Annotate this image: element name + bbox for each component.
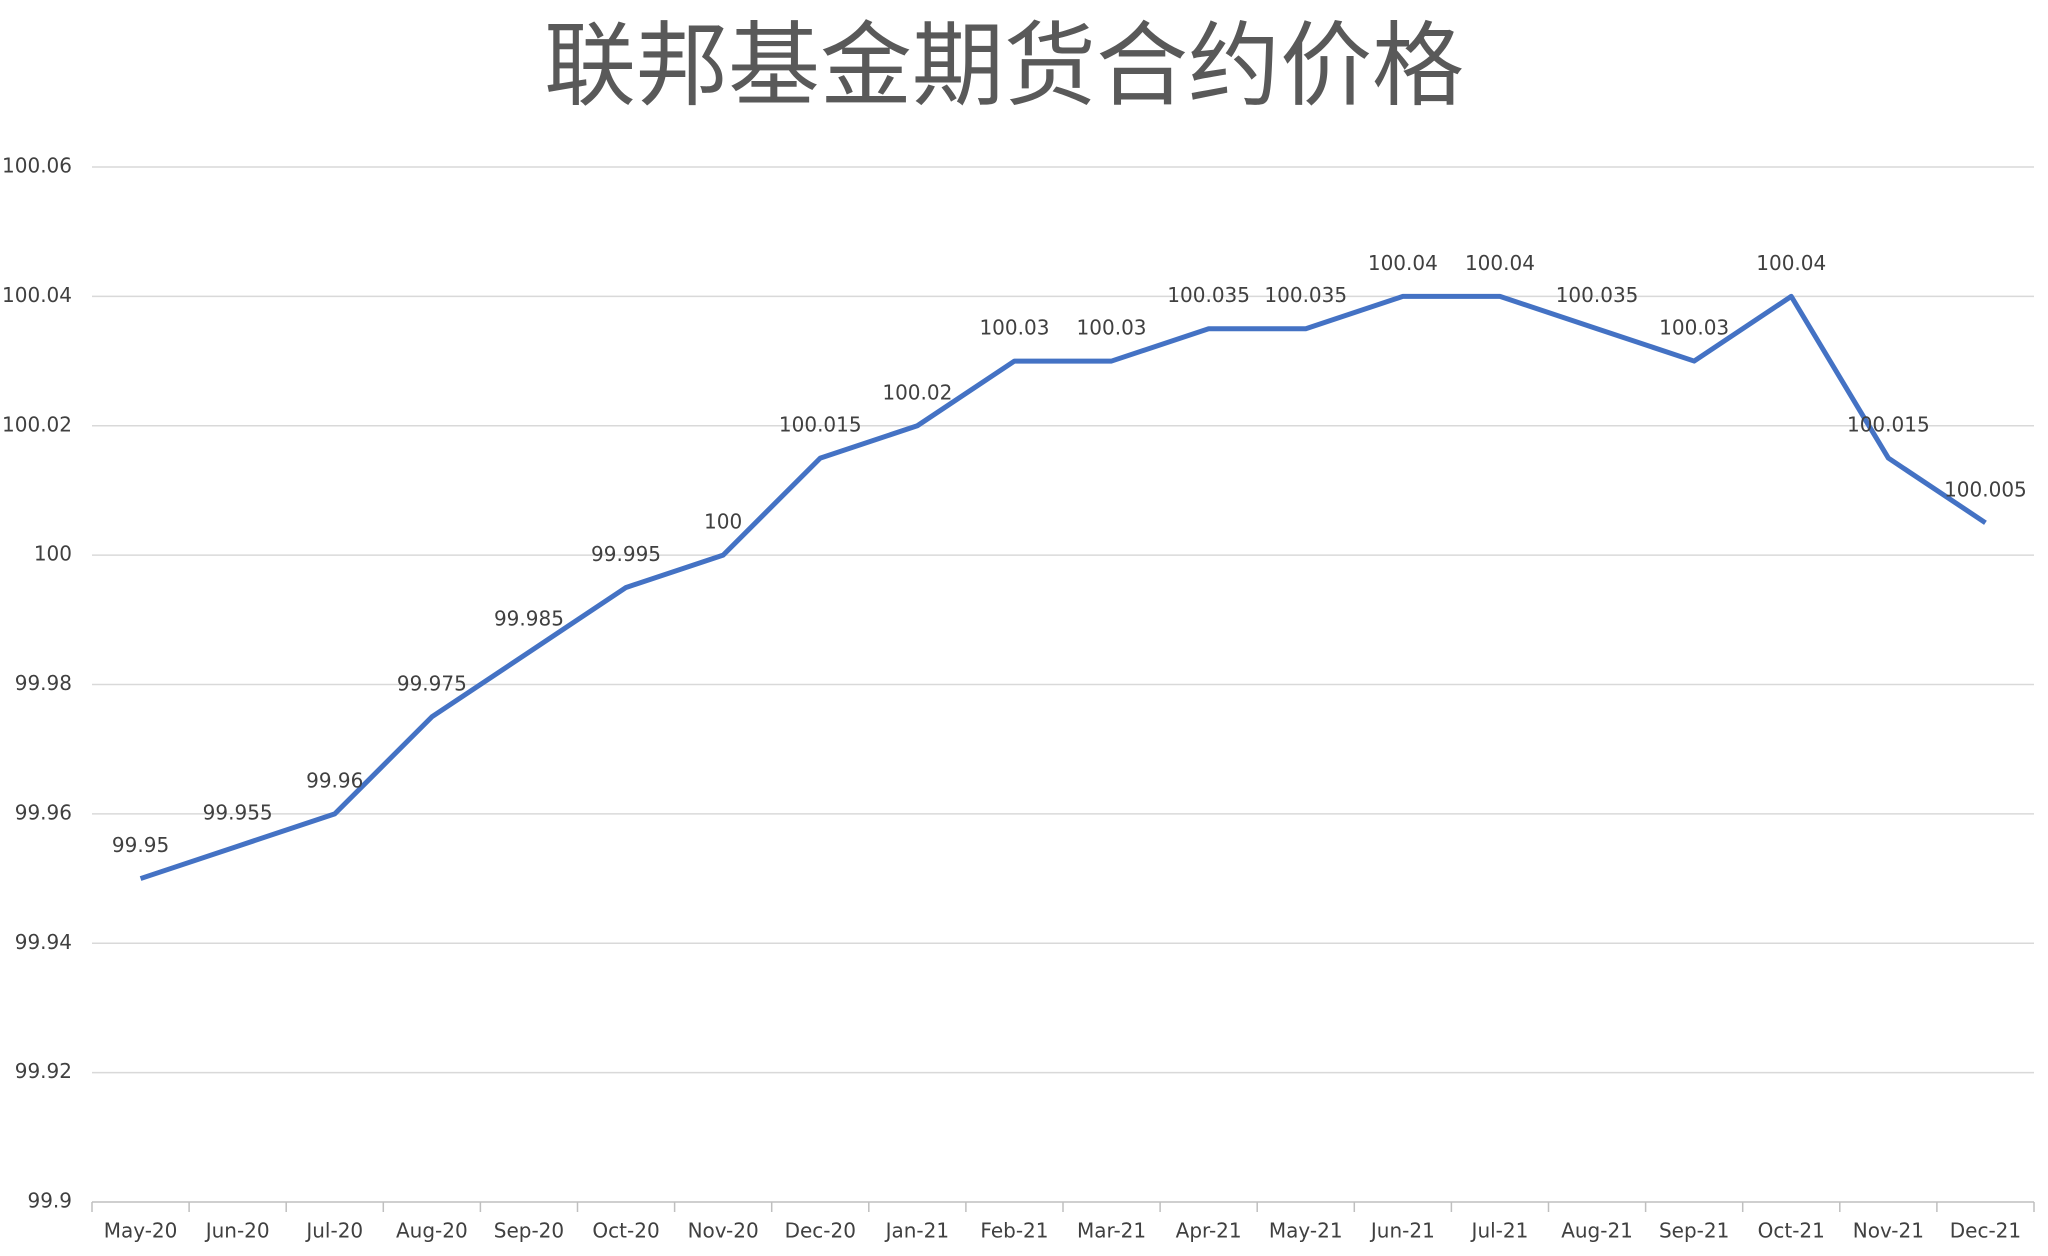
y-tick-label: 99.9 <box>27 1189 72 1213</box>
x-tick-label: Mar-21 <box>1077 1219 1146 1243</box>
data-label: 100 <box>704 510 742 534</box>
x-tick-label: Feb-21 <box>980 1219 1048 1243</box>
x-tick-label: Dec-21 <box>1950 1219 2021 1243</box>
x-tick-label: Nov-21 <box>1853 1219 1924 1243</box>
data-label: 99.985 <box>494 607 564 631</box>
x-tick-label: Jan-21 <box>884 1219 950 1243</box>
data-label: 100.03 <box>1659 316 1729 340</box>
data-label: 99.975 <box>397 671 467 695</box>
data-label: 100.03 <box>979 316 1049 340</box>
x-tick-label: Aug-20 <box>396 1219 468 1243</box>
data-label: 99.95 <box>112 833 169 857</box>
data-label: 100.035 <box>1167 283 1250 307</box>
x-tick-label: Oct-20 <box>592 1219 659 1243</box>
data-label: 100.04 <box>1756 251 1826 275</box>
x-tick-label: Dec-20 <box>785 1219 856 1243</box>
x-tick-label: Apr-21 <box>1176 1219 1242 1243</box>
data-label: 100.035 <box>1264 283 1347 307</box>
x-tick-label: Aug-21 <box>1561 1219 1633 1243</box>
data-line <box>139 293 1987 881</box>
x-tick-label: Jul-21 <box>1470 1219 1529 1243</box>
data-label: 100.02 <box>882 380 952 404</box>
x-tick-label: Sep-21 <box>1659 1219 1729 1243</box>
data-label: 100.03 <box>1077 316 1147 340</box>
y-tick-label: 99.92 <box>15 1059 72 1083</box>
y-tick-label: 99.96 <box>15 800 72 824</box>
y-tick-label: 99.98 <box>15 671 72 695</box>
data-label: 100.035 <box>1556 283 1639 307</box>
y-tick-label: 99.94 <box>15 930 72 954</box>
data-label: 100.04 <box>1465 251 1535 275</box>
data-label: 100.04 <box>1368 251 1438 275</box>
x-tick-label: Oct-21 <box>1758 1219 1825 1243</box>
x-tick-label: May-20 <box>104 1219 178 1243</box>
y-tick-label: 100.06 <box>2 154 72 178</box>
data-label: 100.015 <box>1847 413 1930 437</box>
chart-title: 联邦基金期货合约价格 <box>544 12 1464 119</box>
x-tick-label: Jun-21 <box>1369 1219 1435 1243</box>
y-tick-label: 100.02 <box>2 412 72 436</box>
y-tick-label: 100 <box>34 542 72 566</box>
x-tick-label: May-21 <box>1269 1219 1343 1243</box>
x-tick-label: Nov-20 <box>688 1219 759 1243</box>
data-label: 100.015 <box>779 413 862 437</box>
data-label: 99.96 <box>306 768 363 792</box>
data-label: 100.005 <box>1944 477 2027 501</box>
x-tick-label: Jul-20 <box>304 1219 363 1243</box>
x-tick-label: Sep-20 <box>494 1219 564 1243</box>
data-label: 99.955 <box>203 801 273 825</box>
data-label: 99.995 <box>591 542 661 566</box>
y-tick-label: 100.04 <box>2 283 72 307</box>
x-tick-label: Jun-20 <box>204 1219 270 1243</box>
